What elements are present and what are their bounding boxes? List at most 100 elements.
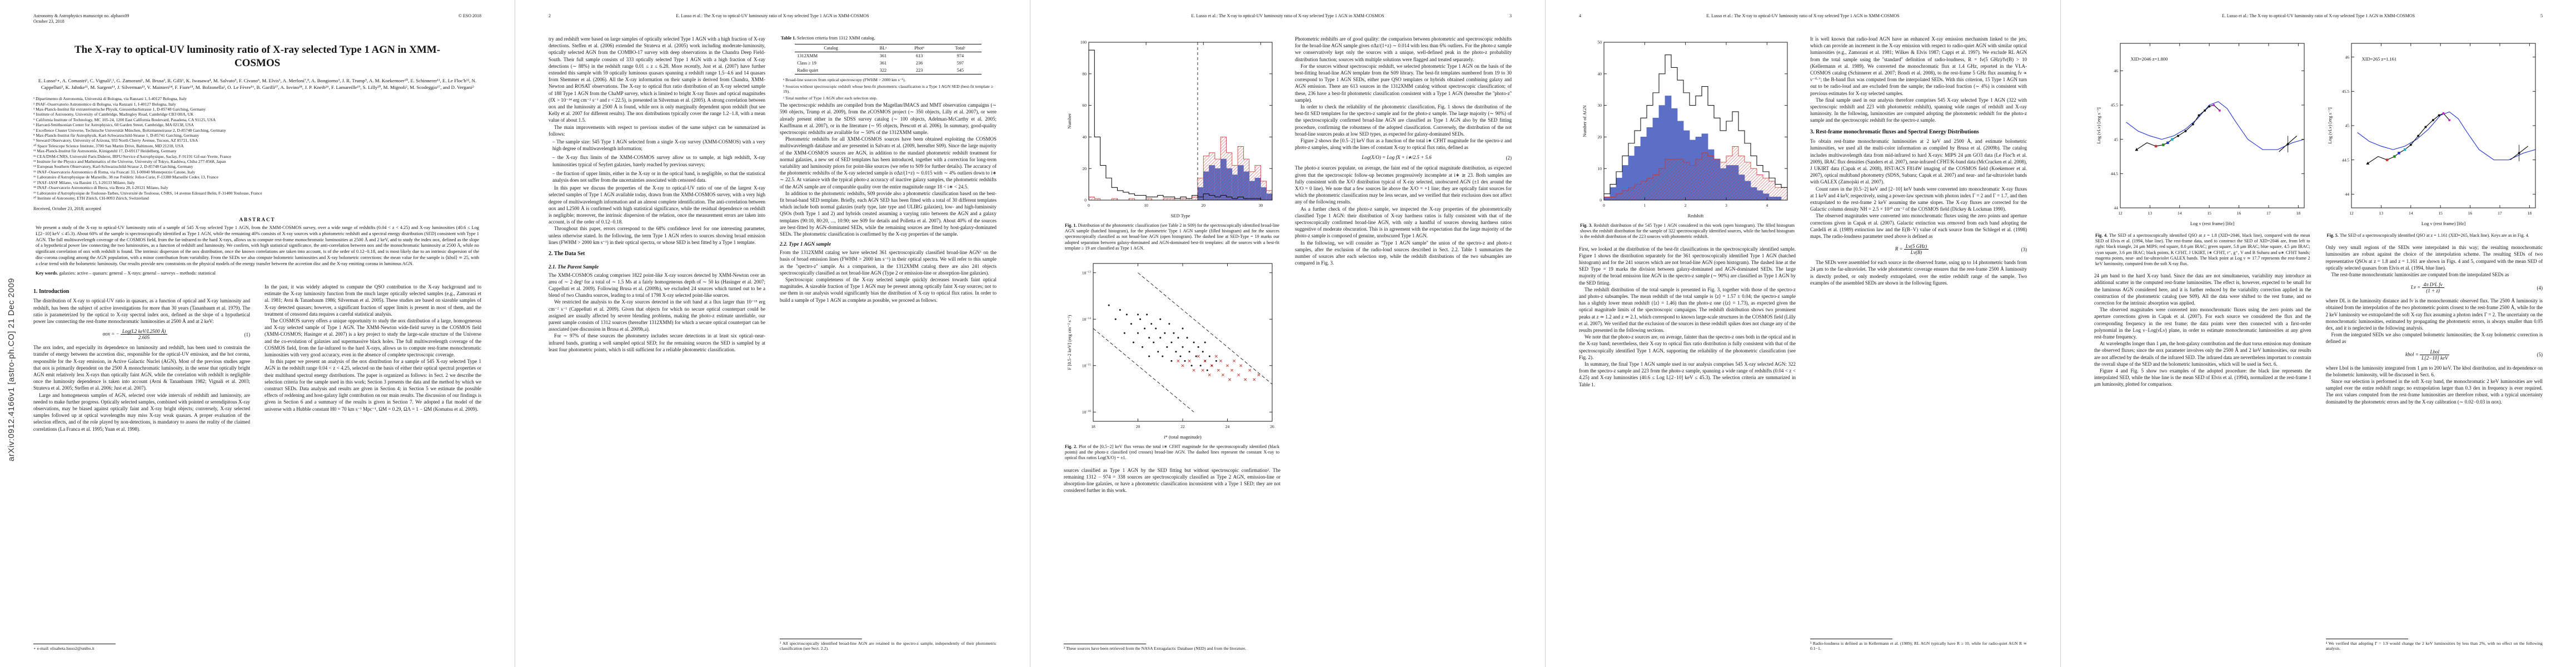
paragraph: We restricted the analysis to the X-ray … [549,299,765,332]
table-row: Class ≥ 19 361 236 597 [795,59,981,67]
data-table: Catalog BLᵃ Photᵇ Totalᶜ 1312XMM 361 613 974 Cla… [795,44,981,75]
figure-4: XID=2046 z=1.800 12 13 14 15 16 17 18 44 44.5 45 45… [2094,38,2311,228]
svg-text:18: 18 [2296,211,2300,216]
paragraph: It is well known that radio-loud AGN hav… [1810,36,2027,96]
paragraph: The XMM-COSMOS catalog comprises 1822 po… [549,272,765,298]
svg-text:100: 100 [1080,40,1087,45]
equation-number: (2) [1506,155,1512,161]
eso-copyright: © ESO 2018 [458,13,481,18]
affiliation-line: ¹⁶ Laboratoire d'Astrophysique de Marsei… [33,175,218,180]
date-line: October 23, 2018 [33,19,64,24]
svg-text:15: 15 [2207,211,2211,216]
svg-text:i* (total magnitude): i* (total magnitude) [1164,434,1202,440]
svg-text:17: 17 [2266,211,2271,216]
svg-text:46: 46 [2114,68,2118,73]
table-cell: 223 [899,67,940,75]
svg-text:Log (νLν) [erg s⁻¹]: Log (νLν) [erg s⁻¹] [2327,107,2333,143]
figure: 18 20 22 24 26 10−13 10−14 10−15 10−16 i* (total … [1064,258,1280,441]
left-column: Fig. 4. The SED of a spectroscopically i… [2094,231,2311,651]
running-header: 2 E. Lusso et al.: The X-ray to optical-… [549,13,996,19]
table-cell: Class ≥ 19 [797,61,816,66]
paragraph: The αox index, and especially its depend… [33,345,250,391]
paragraph: In this paper we discuss the properties … [549,185,765,225]
paragraph: Spectroscopic completeness of the X-ray … [780,277,996,303]
section-heading: 3. Rest-frame monochromatic fluxes and S… [1810,128,1979,135]
affiliation-line: ⁸ Max-Planck-Institut für Astrophysik, K… [33,133,200,138]
svg-text:13: 13 [2379,211,2384,216]
page2-columns: try and redshift were based on large sam… [549,36,996,651]
table-cell: 361 [879,61,887,66]
affiliation-line: ⁴ Institute of Astronomy, University of … [33,112,194,117]
equation-lhs: αox = − [102,331,121,337]
svg-text:Number of AGN: Number of AGN [1582,105,1587,137]
manuscript-line: Astronomy & Astrophysics manuscript no. … [33,13,129,18]
running-title: E. Lusso et al.: The X-ray to optical-UV… [2221,13,2415,18]
table-cell: 974 [956,53,964,59]
table-cell: 322 [866,67,900,75]
paragraph: Only very small regions of the SEDs were… [2325,245,2543,271]
paragraph: Photometric redshifts for all XMM-COSMOS… [780,136,996,190]
table-cell: 597 [956,61,964,66]
svg-text:40: 40 [1598,71,1602,76]
affiliation-line: ³ Max-Planck-Institut für extraterrestri… [33,107,206,112]
svg-text:3: 3 [1725,203,1727,208]
paragraph: The COSMOS survey offers a unique opport… [265,317,481,357]
paragraph: From the integrated SEDs we also compute… [2325,332,2543,345]
paragraph: The spectroscopic redshifts are compiled… [780,102,996,136]
svg-text:10−13: 10−13 [1082,270,1091,275]
paragraph: From the 1312XMM catalog we have selecte… [780,250,996,276]
svg-text:46: 46 [2345,54,2350,59]
svg-text:30: 30 [1598,103,1602,108]
svg-text:Redshift: Redshift [1688,213,1704,218]
paragraph: Since our selection is performed in the … [2325,379,2543,405]
svg-text:45.5: 45.5 [2111,103,2118,108]
footnote: ¹ All spectroscopically identified broad… [780,640,996,651]
svg-text:44: 44 [2345,192,2350,197]
paragraph: where DL is the luminosity distance and … [2325,298,2543,331]
table-cell: 1312XMM [797,53,818,59]
paragraph: Figure 2 shows the [0.5−2] keV flux as a… [1295,138,1512,151]
denominator: (1 + z) [2426,288,2440,294]
fig4-plot: XID=2046 z=1.800 12 13 14 15 16 17 18 44 44.5 45 45… [2096,43,2305,226]
equation-number: (4) [2537,285,2543,291]
right-column: Fig. 5. The SED of a spectroscopically i… [2325,231,2543,651]
svg-text:1: 1 [1643,203,1646,208]
svg-text:Log ν (rest frame) [Hz]: Log ν (rest frame) [Hz] [2421,221,2466,226]
spacer [1810,286,2027,633]
svg-text:F [0.5−2 keV] (erg cm⁻² s⁻¹): F [0.5−2 keV] (erg cm⁻² s⁻¹) [1067,315,1072,370]
equation-number: (5) [2537,352,2543,358]
figure-caption: Fig. 3. Redshift distribution of the 545… [1580,223,1795,240]
abstract-label: ABSTRACT [239,217,276,223]
numerator: Lν(5 GHz) [1904,243,1929,250]
paper-title: The X-ray to optical-UV luminosity ratio… [74,44,441,69]
figure: 0 10 20 30 0 20 40 60 80 100 SED Type Number [1064,37,1280,220]
svg-text:45.5: 45.5 [2342,89,2349,94]
paragraph: In summary, the final Type 1 AGN sample … [1579,361,1796,387]
paragraph: Figure 4 and Fig. 5 show two examples of… [2094,368,2311,387]
spacer [1064,494,1280,638]
svg-text:13: 13 [2148,211,2152,216]
right-column: In the past, it was widely adopted to co… [265,283,481,651]
page-number: 2 [549,13,551,18]
paragraph: The SEDs were assembled for each source … [1810,260,2027,286]
column-header: Totalᶜ [939,44,981,53]
table-note: ᶜ Total number of Type 1 AGN after each … [783,95,878,101]
paragraph: Large and homogeneous samples of AGN, se… [33,392,250,432]
footnote: ³ Radio-loudness is defined as in Keller… [1810,640,2027,651]
affiliation-line: ¹⁷ INAF–IASF Milano, via Bassini 15, I-2… [33,180,135,185]
table-cell: 361 [879,53,887,59]
left-column: try and redshift were based on large sam… [549,36,765,651]
equation: Lν = 4π D²L fν (1 + z) (4) [2326,282,2543,293]
page3-columns: 0 10 20 30 0 20 40 60 80 100 SED Type Number Fig. 1.… [1064,36,1512,651]
svg-text:14: 14 [2409,211,2413,216]
svg-text:12: 12 [2118,211,2122,216]
affiliation-line: ⁵ California Institute of Technology, MC… [33,117,216,122]
affiliation-line: ² INAF–Osservatorio Astronomico di Bolog… [33,101,176,107]
affiliation-line: ¹² CEA/DSM-CNRS, Université Paris Didero… [33,153,232,159]
paragraph: To obtain rest-frame monochromatic lumin… [1810,138,2027,185]
affiliation-line: ¹¹ Max-Planck-Institut für Astronomie, K… [33,148,177,154]
table-cell: 236 [916,61,923,66]
table-row: Radio quiet 322 223 545 [795,67,981,75]
svg-text:Log ν (rest frame) [Hz]: Log ν (rest frame) [Hz] [2190,221,2235,226]
